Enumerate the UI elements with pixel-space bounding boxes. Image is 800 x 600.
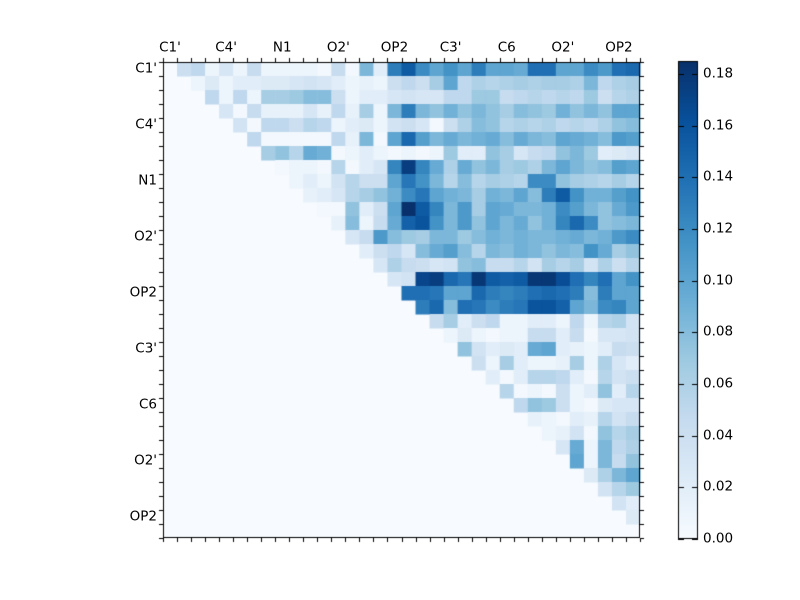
- colorbar-tick-label: 0.10: [703, 271, 734, 288]
- y-axis-label: OP2: [129, 284, 157, 301]
- y-axis-label: O2': [134, 228, 157, 245]
- x-axis-label: OP2: [380, 39, 409, 56]
- x-axis-label: C1': [159, 39, 181, 56]
- x-axis-label: N1: [272, 39, 292, 56]
- colorbar-tick-label: 0.16: [703, 116, 734, 133]
- colorbar-tick-label: 0.18: [703, 65, 734, 82]
- y-axis-label: O2': [134, 452, 157, 469]
- colorbar-tick-label: 0.00: [703, 530, 734, 547]
- y-axis-label: C4': [135, 116, 157, 133]
- colorbar-tick-label: 0.04: [703, 426, 734, 443]
- colorbar-tick-label: 0.14: [703, 168, 734, 185]
- y-axis-label: C1': [135, 60, 157, 77]
- y-axis-label: C6: [138, 396, 157, 413]
- colorbar-tick-label: 0.08: [703, 323, 734, 340]
- y-axis-label: OP2: [129, 508, 157, 525]
- x-axis-label: C6: [497, 39, 516, 56]
- x-axis-label: C4': [215, 39, 237, 56]
- x-axis-label: C3': [439, 39, 462, 56]
- x-axis-label: OP2: [605, 39, 633, 56]
- colorbar-tick-label: 0.02: [703, 478, 734, 495]
- x-axis-label: O2': [551, 39, 575, 56]
- x-axis-label: O2': [326, 39, 350, 56]
- y-axis-label: C3': [135, 340, 157, 357]
- colorbar-tick-label: 0.06: [703, 375, 734, 392]
- colorbar-tick-label: 0.12: [703, 220, 734, 237]
- y-axis-label: N1: [138, 172, 157, 189]
